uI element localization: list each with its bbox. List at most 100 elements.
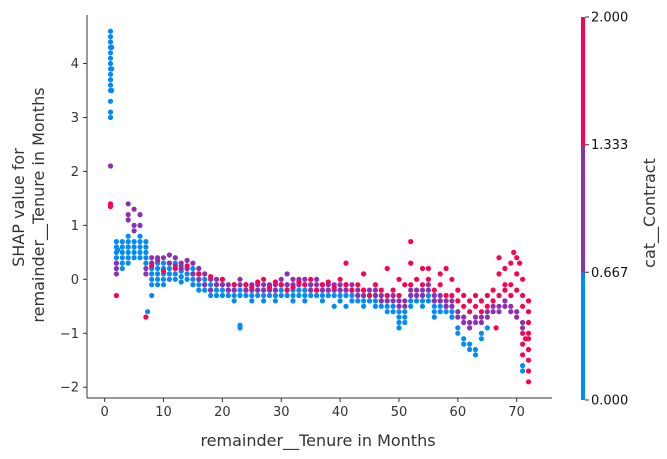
data-point — [178, 274, 184, 280]
data-point — [249, 284, 255, 290]
data-point — [107, 71, 114, 77]
data-point — [125, 260, 131, 266]
data-point — [113, 265, 119, 272]
data-point — [343, 287, 349, 293]
data-point — [284, 271, 290, 277]
data-point — [172, 265, 178, 272]
data-point — [355, 287, 361, 293]
data-point — [143, 244, 149, 250]
data-point — [272, 287, 278, 293]
data-point — [231, 292, 237, 299]
data-point — [366, 298, 373, 304]
data-point — [455, 287, 461, 293]
data-point — [190, 265, 196, 272]
data-point — [408, 282, 414, 288]
data-point — [419, 287, 426, 293]
data-point — [261, 292, 267, 299]
data-point — [272, 279, 278, 285]
data-point — [490, 287, 496, 293]
data-point — [107, 34, 114, 40]
data-point — [525, 379, 532, 385]
data-point — [131, 228, 137, 234]
data-point — [219, 292, 225, 299]
data-point — [302, 287, 308, 293]
data-point — [166, 260, 172, 266]
data-point — [249, 292, 255, 299]
data-point — [502, 303, 508, 309]
data-point — [414, 287, 420, 293]
data-point — [502, 298, 508, 304]
data-point — [119, 244, 125, 250]
data-point — [231, 287, 237, 293]
data-point — [514, 309, 520, 315]
data-point — [143, 249, 149, 255]
data-point — [196, 282, 202, 288]
data-point — [115, 247, 121, 253]
data-point — [107, 55, 114, 61]
scatter-points — [107, 28, 532, 385]
data-point — [461, 341, 467, 347]
data-point — [449, 298, 455, 304]
data-point — [437, 309, 443, 315]
data-point — [208, 292, 214, 299]
data-point — [119, 265, 125, 272]
data-point — [484, 309, 490, 315]
data-point — [125, 217, 131, 223]
data-point — [449, 309, 455, 315]
data-point — [467, 346, 473, 353]
data-point — [137, 233, 143, 239]
x-tick-label: 0 — [101, 405, 109, 420]
data-point — [237, 282, 243, 288]
data-point — [431, 287, 437, 293]
data-point — [296, 279, 302, 285]
data-point — [431, 303, 437, 309]
data-point — [425, 282, 431, 288]
data-point — [125, 255, 131, 261]
data-point — [520, 363, 526, 369]
data-point — [131, 249, 137, 255]
data-point — [149, 282, 155, 288]
data-point — [137, 222, 143, 228]
data-point — [449, 292, 455, 299]
data-point — [149, 263, 155, 269]
data-point — [349, 292, 355, 299]
data-point — [190, 276, 196, 282]
data-point — [314, 287, 320, 293]
data-point — [461, 303, 467, 309]
data-point — [255, 287, 261, 293]
data-point — [366, 292, 373, 299]
data-point — [484, 314, 490, 320]
data-point — [113, 271, 119, 277]
data-point — [408, 260, 414, 266]
data-point — [493, 325, 499, 331]
data-point — [284, 282, 290, 288]
data-point — [520, 352, 526, 358]
data-point — [449, 276, 455, 282]
data-point — [107, 203, 114, 210]
data-point — [196, 271, 202, 277]
data-point — [408, 239, 414, 245]
data-point — [419, 303, 426, 309]
data-point — [437, 303, 443, 309]
x-tick-label: 40 — [332, 405, 349, 420]
data-point — [425, 298, 431, 304]
data-point — [490, 303, 496, 309]
data-point — [361, 298, 367, 304]
data-point — [514, 287, 520, 293]
data-point — [467, 341, 473, 347]
data-point — [284, 287, 290, 293]
y-tick-label: 3 — [71, 111, 79, 126]
data-point — [414, 276, 420, 282]
data-point — [213, 282, 220, 288]
data-point — [437, 292, 443, 299]
data-point — [337, 292, 343, 299]
data-point — [396, 314, 402, 320]
y-axis-title-line-1: SHAP value for — [9, 148, 28, 267]
data-point — [372, 298, 378, 304]
data-point — [308, 276, 314, 282]
data-point — [184, 271, 190, 277]
data-point — [455, 330, 461, 336]
data-point — [378, 292, 384, 299]
data-point — [160, 282, 167, 288]
